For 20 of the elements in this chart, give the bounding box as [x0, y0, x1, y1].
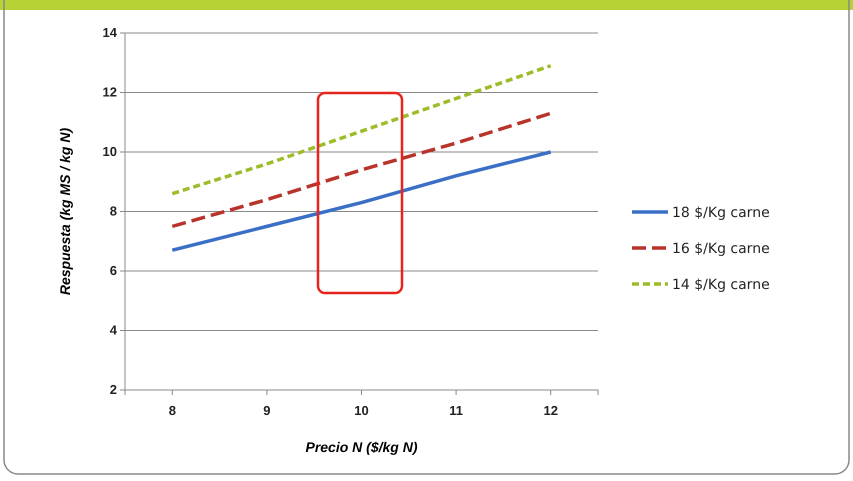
y-tick-label: 10 — [102, 144, 117, 160]
legend-label: 18 $/Kg carne — [672, 204, 770, 221]
line-series — [170, 150, 552, 252]
y-tick-label: 2 — [110, 382, 117, 398]
y-tick-label: 6 — [110, 263, 117, 278]
legend-label: 14 $/Kg carne — [672, 276, 770, 293]
y-tick-label: 14 — [102, 25, 118, 40]
line-series — [170, 112, 552, 228]
y-tick-label: 8 — [110, 204, 117, 219]
x-tick-label: 10 — [354, 402, 369, 418]
y-tick-label: 12 — [102, 84, 117, 100]
y-tick-label: 4 — [110, 322, 118, 338]
legend-label: 16 $/Kg carne — [672, 240, 770, 257]
x-tick-label: 9 — [263, 402, 271, 418]
x-tick-label: 8 — [168, 402, 176, 418]
line-series — [170, 64, 552, 196]
x-tick-label: 12 — [543, 402, 558, 418]
y-axis-title: Respuesta (kg MS / kg N) — [57, 128, 73, 296]
x-tick-label: 11 — [449, 402, 463, 418]
x-axis-title: Precio N ($/kg N) — [305, 439, 418, 455]
